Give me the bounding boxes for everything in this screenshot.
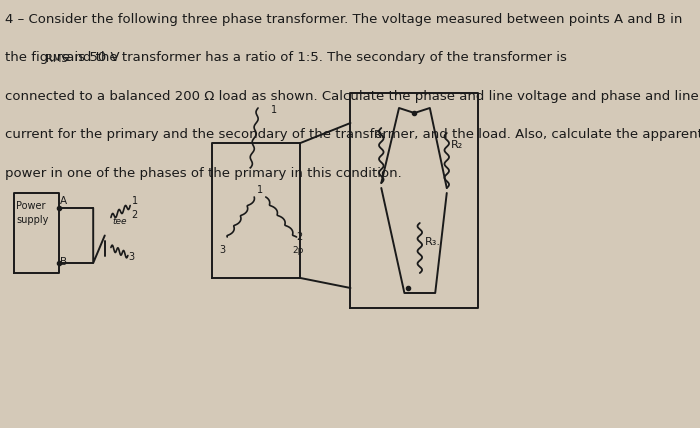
Text: 2: 2 (132, 209, 138, 220)
Text: Power: Power (16, 201, 46, 211)
Text: current for the primary and the secondary of the transformer, and the load. Also: current for the primary and the secondar… (6, 128, 700, 141)
Text: connected to a balanced 200 Ω load as shown. Calculate the phase and line voltag: connected to a balanced 200 Ω load as sh… (6, 90, 699, 103)
Text: 2p: 2p (293, 246, 304, 255)
Text: R₁: R₁ (374, 130, 386, 140)
Text: RMS: RMS (46, 54, 67, 63)
Text: power in one of the phases of the primary in this condition.: power in one of the phases of the primar… (6, 167, 402, 180)
Text: 1: 1 (132, 196, 138, 205)
Text: B: B (60, 257, 67, 267)
Text: 2: 2 (297, 232, 303, 242)
Text: supply: supply (16, 215, 48, 225)
Text: 1: 1 (271, 105, 277, 115)
Text: the figure is 50 V: the figure is 50 V (6, 51, 120, 64)
Text: tee: tee (113, 217, 127, 226)
Text: 4 – Consider the following three phase transformer. The voltage measured between: 4 – Consider the following three phase t… (6, 13, 682, 26)
Text: 3: 3 (220, 245, 225, 255)
Text: and the transformer has a ratio of 1:5. The secondary of the transformer is: and the transformer has a ratio of 1:5. … (62, 51, 567, 64)
Text: R₂: R₂ (451, 140, 463, 150)
Text: A: A (60, 196, 67, 206)
Text: 3: 3 (129, 253, 135, 262)
Text: 1: 1 (258, 185, 263, 195)
Text: R₃.: R₃. (425, 237, 441, 247)
